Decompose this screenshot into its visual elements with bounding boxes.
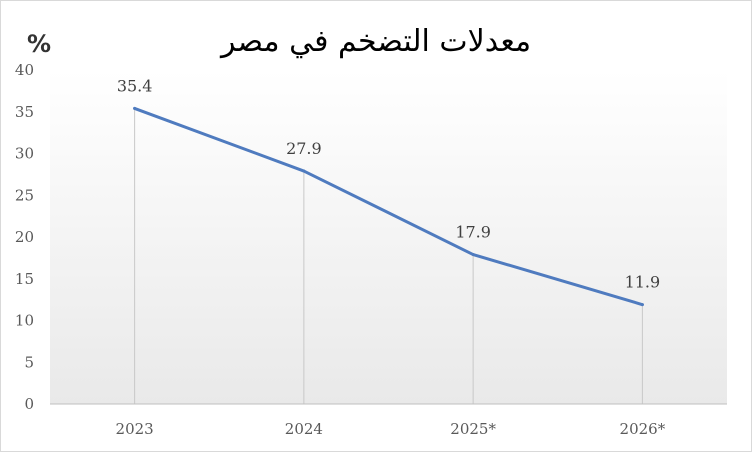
y-tick-label: 40	[15, 61, 34, 79]
data-point	[133, 106, 137, 110]
y-tick-label: 20	[15, 228, 34, 246]
data-point	[471, 253, 475, 257]
y-tick-label: 0	[24, 395, 34, 413]
y-tick-label: 5	[24, 353, 34, 371]
data-label: 17.9	[455, 223, 491, 242]
x-tick-label: 2025*	[450, 420, 496, 438]
series-line	[133, 106, 644, 307]
chart-title: معدلات التضخم في مصر	[220, 24, 532, 59]
x-tick-label: 2024	[285, 420, 323, 438]
y-tick-label: 15	[15, 270, 34, 288]
y-tick-label: 25	[15, 186, 34, 204]
y-tick-label: 35	[15, 103, 34, 121]
y-tick-label: 10	[15, 312, 34, 330]
data-label: 11.9	[625, 273, 661, 292]
data-label: 35.4	[117, 76, 153, 95]
x-tick-label: 2026*	[620, 420, 666, 438]
y-axis-unit-label: %	[27, 30, 52, 58]
data-point	[302, 169, 306, 173]
data-label: 27.9	[286, 139, 322, 158]
y-tick-label: 30	[15, 145, 34, 163]
data-point	[640, 303, 644, 307]
plot-area-background	[50, 70, 727, 404]
x-tick-label: 2023	[116, 420, 154, 438]
